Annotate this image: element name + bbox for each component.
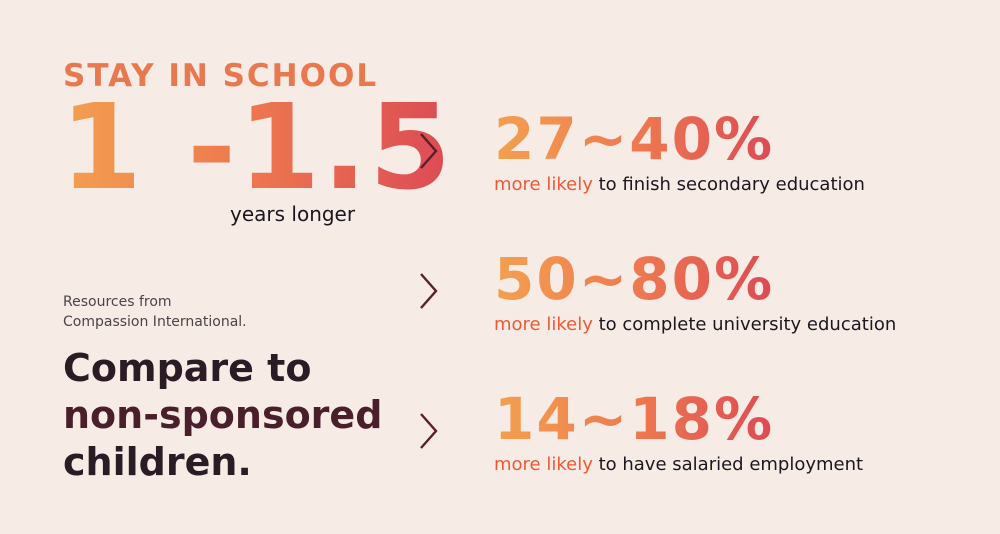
source-credit-line-2: Compassion International. — [63, 314, 247, 330]
comparison-line-3: children. — [63, 440, 252, 484]
stat-university-education: 50~80% more likely to complete universit… — [494, 250, 984, 335]
stat-text: to finish secondary education — [592, 174, 865, 195]
stat-accent: more likely — [494, 454, 593, 475]
stat-description: more likely to have salaried employment — [494, 454, 984, 475]
source-credit-line-1: Resources from — [63, 294, 172, 310]
stat-value: 50~80% — [494, 245, 775, 313]
stat-accent: more likely — [494, 314, 593, 335]
years-longer-caption: years longer — [230, 202, 356, 226]
stat-secondary-education: 27~40% more likely to finish secondary e… — [494, 110, 984, 195]
stat-salaried-employment: 14~18% more likely to have salaried empl… — [494, 390, 984, 475]
stat-value: 14~18% — [494, 385, 775, 453]
comparison-line-1: Compare to — [63, 346, 312, 390]
stay-in-school-heading: STAY IN SCHOOL — [63, 58, 379, 94]
chevron-right-icon — [418, 412, 440, 450]
chevron-right-icon — [418, 272, 440, 310]
stat-text: to complete university education — [592, 314, 897, 335]
stat-accent: more likely — [494, 174, 593, 195]
years-range-value: 1 -1.5 — [60, 78, 454, 216]
comparison-line-2: non-sponsored — [63, 393, 383, 437]
stat-value: 27~40% — [494, 105, 775, 173]
stat-description: more likely to finish secondary educatio… — [494, 174, 984, 195]
source-credit: Resources from Compassion International. — [63, 292, 247, 332]
stat-description: more likely to complete university educa… — [494, 314, 984, 335]
stat-text: to have salaried employment — [592, 454, 864, 475]
comparison-statement: Compare to non-sponsored children. — [63, 345, 382, 486]
chevron-right-icon — [418, 132, 440, 170]
